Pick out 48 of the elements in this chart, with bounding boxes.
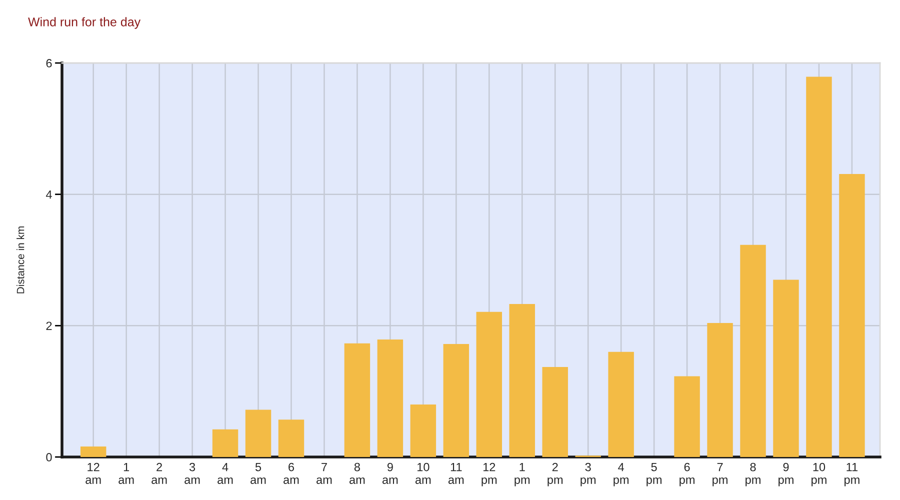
x-tick-label: 1 pm	[514, 462, 530, 486]
y-axis-title: Distance in km	[16, 226, 24, 294]
x-tick-label: 7 pm	[712, 462, 728, 486]
bar	[839, 174, 865, 457]
x-tick-label: 11 pm	[844, 462, 860, 486]
x-tick-label: 4 pm	[614, 462, 628, 486]
bar	[212, 429, 238, 457]
bar	[542, 367, 568, 457]
bar	[344, 343, 370, 457]
y-tick-label: 6	[46, 59, 52, 68]
bar	[707, 323, 733, 457]
x-tick-label: 8 am	[350, 462, 365, 484]
y-tick-label: 0	[46, 453, 52, 462]
bar	[608, 352, 634, 457]
bar	[806, 76, 832, 457]
bar	[245, 410, 272, 457]
x-tick-label: 12 pm	[482, 462, 497, 486]
bar	[773, 280, 799, 457]
bar	[476, 312, 502, 457]
x-tick-label: 2 pm	[548, 462, 563, 486]
x-tick-label: 12 am	[86, 462, 101, 484]
bar	[674, 376, 700, 457]
x-tick-label: 11 am	[448, 462, 464, 484]
bar	[740, 244, 766, 457]
x-tick-label: 1 am	[118, 462, 134, 484]
x-tick-label: 7 am	[316, 462, 332, 484]
x-tick-label: 8 pm	[746, 462, 760, 486]
x-tick-label: 9 am	[382, 462, 398, 484]
x-tick-label: 6 am	[284, 462, 299, 484]
x-tick-label: 5 am	[250, 462, 266, 484]
bar	[278, 420, 304, 457]
y-tick-label: 4	[46, 190, 52, 199]
x-tick-label: 9 pm	[778, 462, 794, 486]
bar	[80, 446, 106, 457]
x-tick-label: 3 am	[184, 462, 200, 484]
bar	[509, 304, 535, 457]
x-tick-label: 10 am	[415, 462, 431, 484]
bar	[410, 404, 436, 457]
x-tick-label: 3 pm	[580, 462, 596, 486]
x-tick-label: 6 pm	[680, 462, 694, 486]
x-tick-label: 4 am	[218, 462, 233, 484]
x-tick-label: 5 pm	[646, 462, 662, 486]
x-tick-label: 10 pm	[812, 462, 826, 486]
y-tick-label: 2	[46, 322, 52, 330]
bar	[443, 344, 470, 457]
chart-title: Wind run for the day	[28, 17, 141, 29]
bar	[377, 339, 404, 457]
x-tick-label: 2 am	[152, 462, 167, 484]
